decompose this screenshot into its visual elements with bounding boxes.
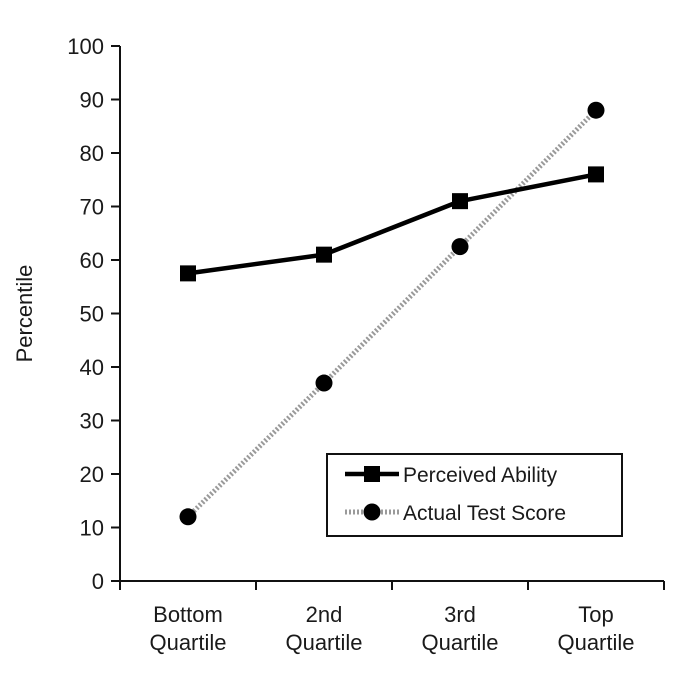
x-ticks: Bottom Quartile 2nd Quartile 3rd Quartile Top Q… (119, 581, 665, 655)
y-ticks: 0 10 20 30 40 50 60 70 80 90 100 (67, 34, 120, 594)
y-tick-label: 70 (80, 195, 104, 220)
actual-test-score-point (451, 238, 469, 256)
perceived-ability-line (187, 172, 597, 276)
legend: Perceived Ability Actual Test Score (326, 453, 623, 537)
y-tick-label: 50 (80, 302, 104, 327)
y-tick-label: 0 (92, 569, 104, 594)
perceived-ability-point (588, 166, 604, 183)
y-tick-label: 20 (80, 462, 104, 487)
x-tick-label: Top Quartile (557, 602, 634, 655)
y-tick-label: 40 (80, 355, 104, 380)
perceived-ability-point (180, 265, 196, 282)
legend-marker (363, 503, 381, 521)
y-tick-label: 60 (80, 248, 104, 273)
legend-label: Perceived Ability (403, 464, 558, 487)
x-tick-label: 2nd Quartile (285, 602, 362, 655)
y-tick-label: 30 (80, 409, 104, 434)
perceived-ability-point (316, 246, 332, 263)
actual-test-score-point (179, 508, 197, 526)
y-tick-label: 90 (80, 88, 104, 113)
perceived-ability-point (452, 193, 468, 210)
y-axis-label: Percentile (12, 265, 37, 363)
series-lines (186, 108, 598, 519)
x-tick-label: 3rd Quartile (421, 602, 498, 655)
y-tick-label: 100 (67, 34, 104, 59)
legend-label: Actual Test Score (403, 502, 566, 525)
y-tick-label: 80 (80, 141, 104, 166)
actual-test-score-point (315, 374, 333, 392)
x-tick-label: Bottom Quartile (149, 602, 226, 655)
legend-marker (364, 466, 380, 482)
series-markers (179, 101, 605, 526)
actual-test-score-point (587, 101, 605, 119)
y-tick-label: 10 (80, 516, 104, 541)
